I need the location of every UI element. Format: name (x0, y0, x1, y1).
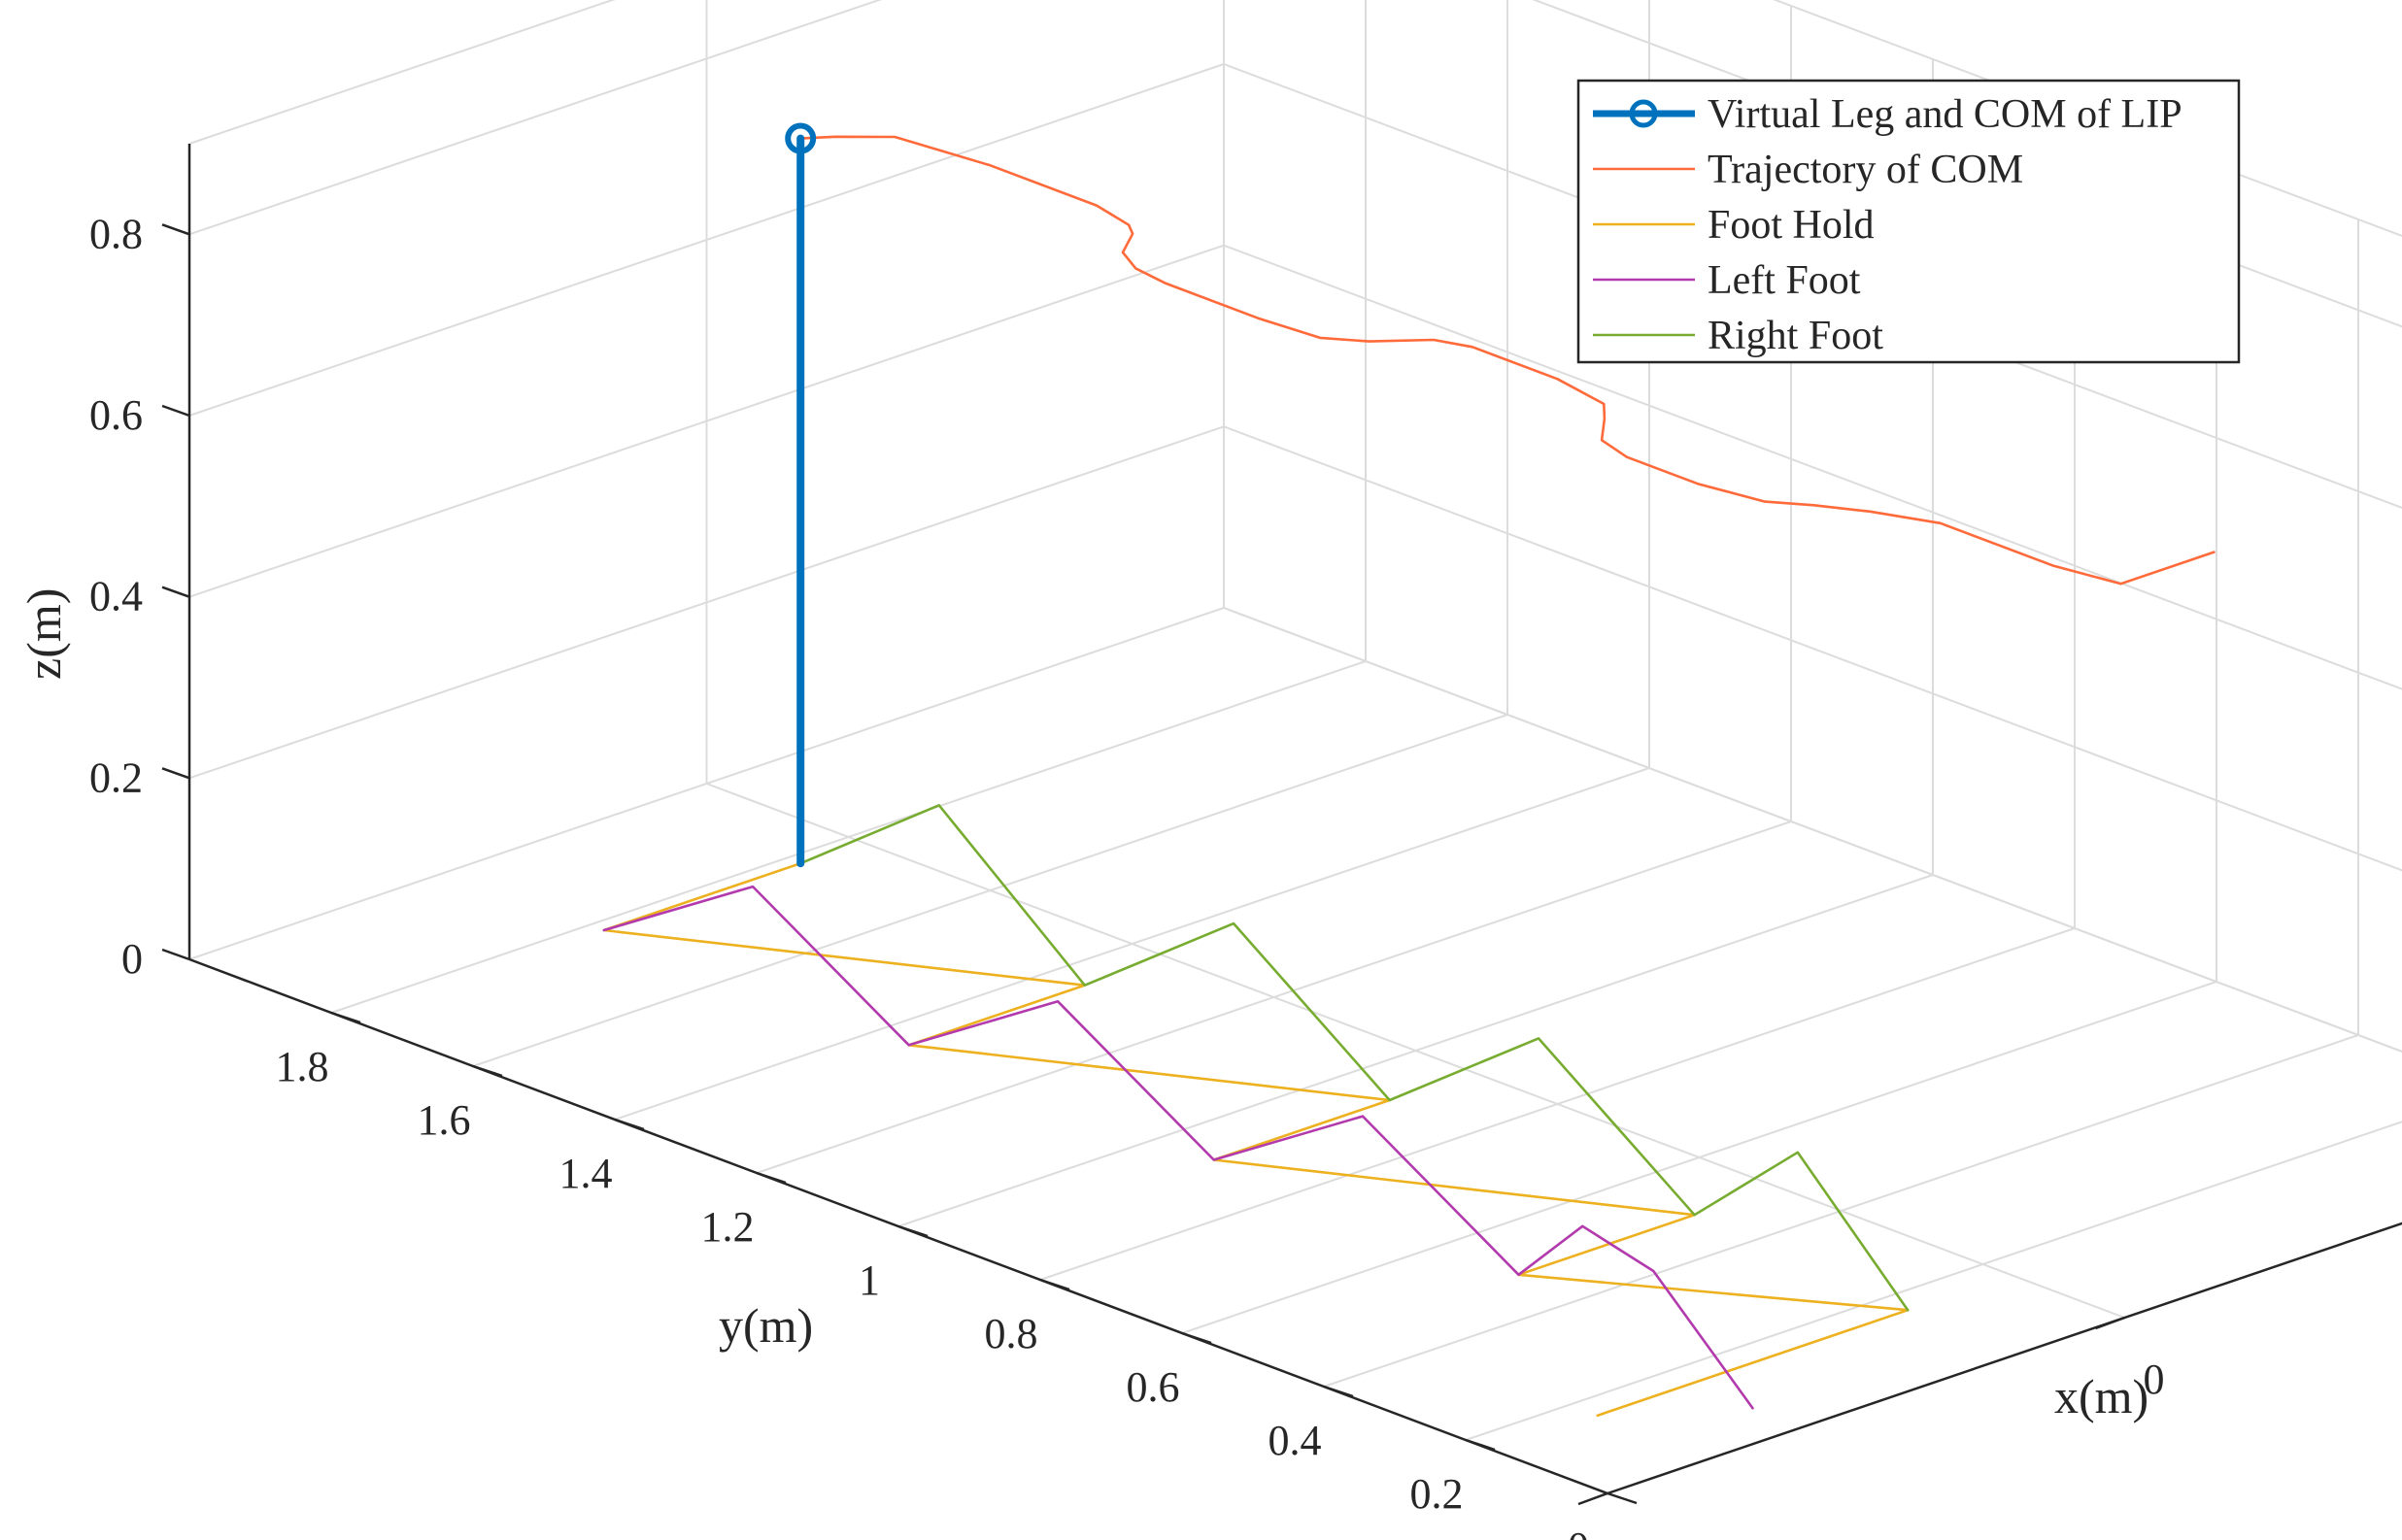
y-tick-1.6 (472, 1064, 503, 1078)
z-tick-0.2 (161, 767, 190, 780)
legend-label-3: Left Foot (1708, 258, 1861, 303)
y-tick-label: 1.4 (559, 1150, 613, 1197)
y-tick-0 (1607, 1491, 1638, 1505)
z-tick-label: 0.6 (89, 391, 143, 439)
y-tick-1 (897, 1224, 929, 1238)
legend-label-2: Foot Hold (1708, 203, 1875, 248)
z-tick-label: 0.8 (89, 210, 143, 257)
x-tick-label: -0.5 (1603, 1531, 1671, 1540)
grid-side-z-0.4 (1223, 244, 2402, 690)
y-tick-1.4 (614, 1118, 645, 1131)
y-axis-label: y(m) (719, 1298, 813, 1353)
y-tick-label: 0.2 (1410, 1470, 1464, 1518)
legend-marker (1629, 99, 1658, 128)
z-tick-0.6 (161, 404, 190, 418)
y-tick-label: 0.8 (985, 1310, 1038, 1357)
grid-floor-y-0.2 (1465, 1121, 2402, 1441)
z-axis-label: z(m) (17, 588, 71, 680)
grid-back-z-0 (188, 607, 1225, 960)
y-tick-label: 0 (1568, 1523, 1589, 1540)
z-tick-label: 0 (121, 935, 143, 983)
y-tick-1.8 (330, 1011, 361, 1024)
y-tick-label: 1 (859, 1256, 880, 1304)
grid-floor-x-0.5 (1223, 607, 2402, 1054)
com-marker (785, 122, 817, 154)
grid-side-z-0 (1223, 607, 2402, 1054)
x-tick--0.5 (1577, 1491, 1608, 1506)
grid-floor-x-0 (706, 783, 2125, 1319)
series-line-3 (602, 885, 1754, 1410)
y-tick-1.2 (756, 1171, 787, 1185)
y-tick-label: 1.2 (701, 1203, 755, 1251)
x-tick-label: 0 (2144, 1356, 2165, 1403)
grid-top-side (1773, 0, 2402, 238)
z-tick-0.4 (161, 586, 190, 598)
x-tick-0 (2095, 1316, 2125, 1330)
y-tick-label: 0.6 (1127, 1363, 1180, 1411)
z-tick-label: 0.2 (89, 753, 143, 801)
legend-box (1576, 79, 2241, 364)
y-tick-0.6 (1181, 1331, 1212, 1345)
y-tick-label: 1.6 (418, 1096, 471, 1144)
grid-back-z-0.4 (188, 244, 1225, 598)
grid-top-back (188, 0, 616, 145)
x-axis-label: x(m) (2054, 1369, 2148, 1423)
series-line-2 (602, 861, 1910, 1418)
legend-label-4: Right Foot (1708, 314, 1883, 358)
z-tick-label: 0.4 (89, 573, 143, 620)
grid-side-z-0.2 (1223, 425, 2402, 872)
tick-labels: -0.500.500.20.40.60.811.21.41.61.800.20.… (89, 210, 2165, 1540)
y-tick-label: 0.4 (1269, 1417, 1322, 1464)
series (602, 122, 2216, 1418)
grid-back-z-0.6 (188, 63, 1225, 417)
legend-label-1: Trajectory of COM (1708, 148, 2023, 192)
legend: Virtual Leg and COM of LIP Trajectory of … (1576, 79, 2241, 364)
z-tick-0 (161, 948, 190, 961)
series-line-4 (798, 803, 1910, 1312)
y-tick-0.8 (1039, 1278, 1070, 1291)
legend-label-0: Virtual Leg and COM of LIP (1708, 92, 2182, 137)
tick-marks (161, 223, 2125, 1506)
z-tick-0.8 (161, 223, 190, 236)
grid-back-z-0.8 (188, 0, 883, 236)
grid-back-z-0.2 (188, 425, 1225, 780)
y-tick-0.2 (1465, 1438, 1496, 1452)
y-tick-0.4 (1323, 1385, 1354, 1398)
y-tick-label: 1.8 (276, 1043, 329, 1090)
series-line-1 (798, 135, 2216, 586)
